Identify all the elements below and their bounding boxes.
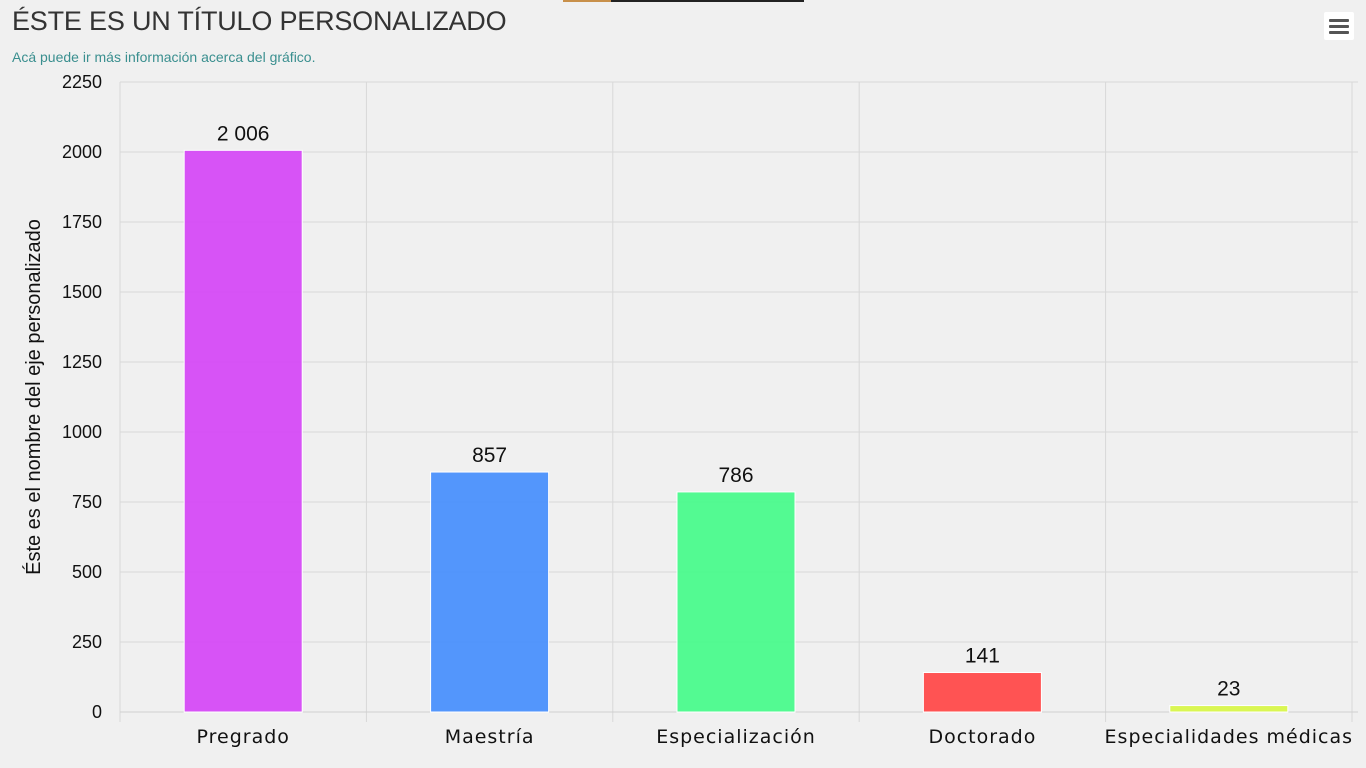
bar-1[interactable]	[430, 471, 550, 713]
y-tick-label: 250	[72, 632, 102, 652]
x-category-label: Maestría	[445, 726, 535, 748]
x-category-label: Especialización	[656, 726, 816, 748]
y-tick-label: 1000	[62, 422, 102, 442]
bars-layer	[183, 149, 1289, 713]
top-accent-dark-bar	[611, 0, 804, 2]
chart-title: ÉSTE ES UN TÍTULO PERSONALIZADO	[12, 6, 507, 36]
grid-layer	[119, 81, 1358, 722]
y-tick-label: 750	[72, 492, 102, 512]
chart-subtitle: Acá puede ir más información acerca del …	[12, 49, 316, 65]
y-tick-label: 1750	[62, 212, 102, 232]
x-category-label: Pregrado	[196, 726, 289, 748]
bar-3[interactable]	[922, 672, 1042, 713]
y-tick-label: 1500	[62, 282, 102, 302]
x-category-label: Especialidades médicas	[1105, 726, 1354, 748]
data-label: 2 006	[217, 122, 270, 145]
bar-4[interactable]	[1169, 705, 1289, 713]
data-label: 786	[718, 464, 753, 487]
data-label: 141	[965, 645, 1000, 668]
bar-2[interactable]	[676, 491, 796, 713]
data-label: 23	[1217, 678, 1240, 701]
labels-layer: 0 250 500 750 1000 1250 1500 1750 2000 2250 2 006 P…	[62, 72, 1354, 748]
hamburger-menu-icon	[1329, 18, 1349, 22]
data-label: 857	[472, 444, 507, 467]
y-tick-label: 2000	[62, 142, 102, 162]
top-accent-bar	[563, 0, 611, 2]
y-tick-label: 0	[92, 702, 102, 722]
y-tick-label: 500	[72, 562, 102, 582]
y-axis-title: Éste es el nombre del eje personalizado	[22, 219, 45, 575]
chart-menu-button[interactable]	[1324, 12, 1354, 40]
y-tick-label: 2250	[62, 72, 102, 92]
bar-0[interactable]	[183, 149, 303, 713]
x-category-label: Doctorado	[928, 726, 1036, 748]
y-tick-label: 1250	[62, 352, 102, 372]
